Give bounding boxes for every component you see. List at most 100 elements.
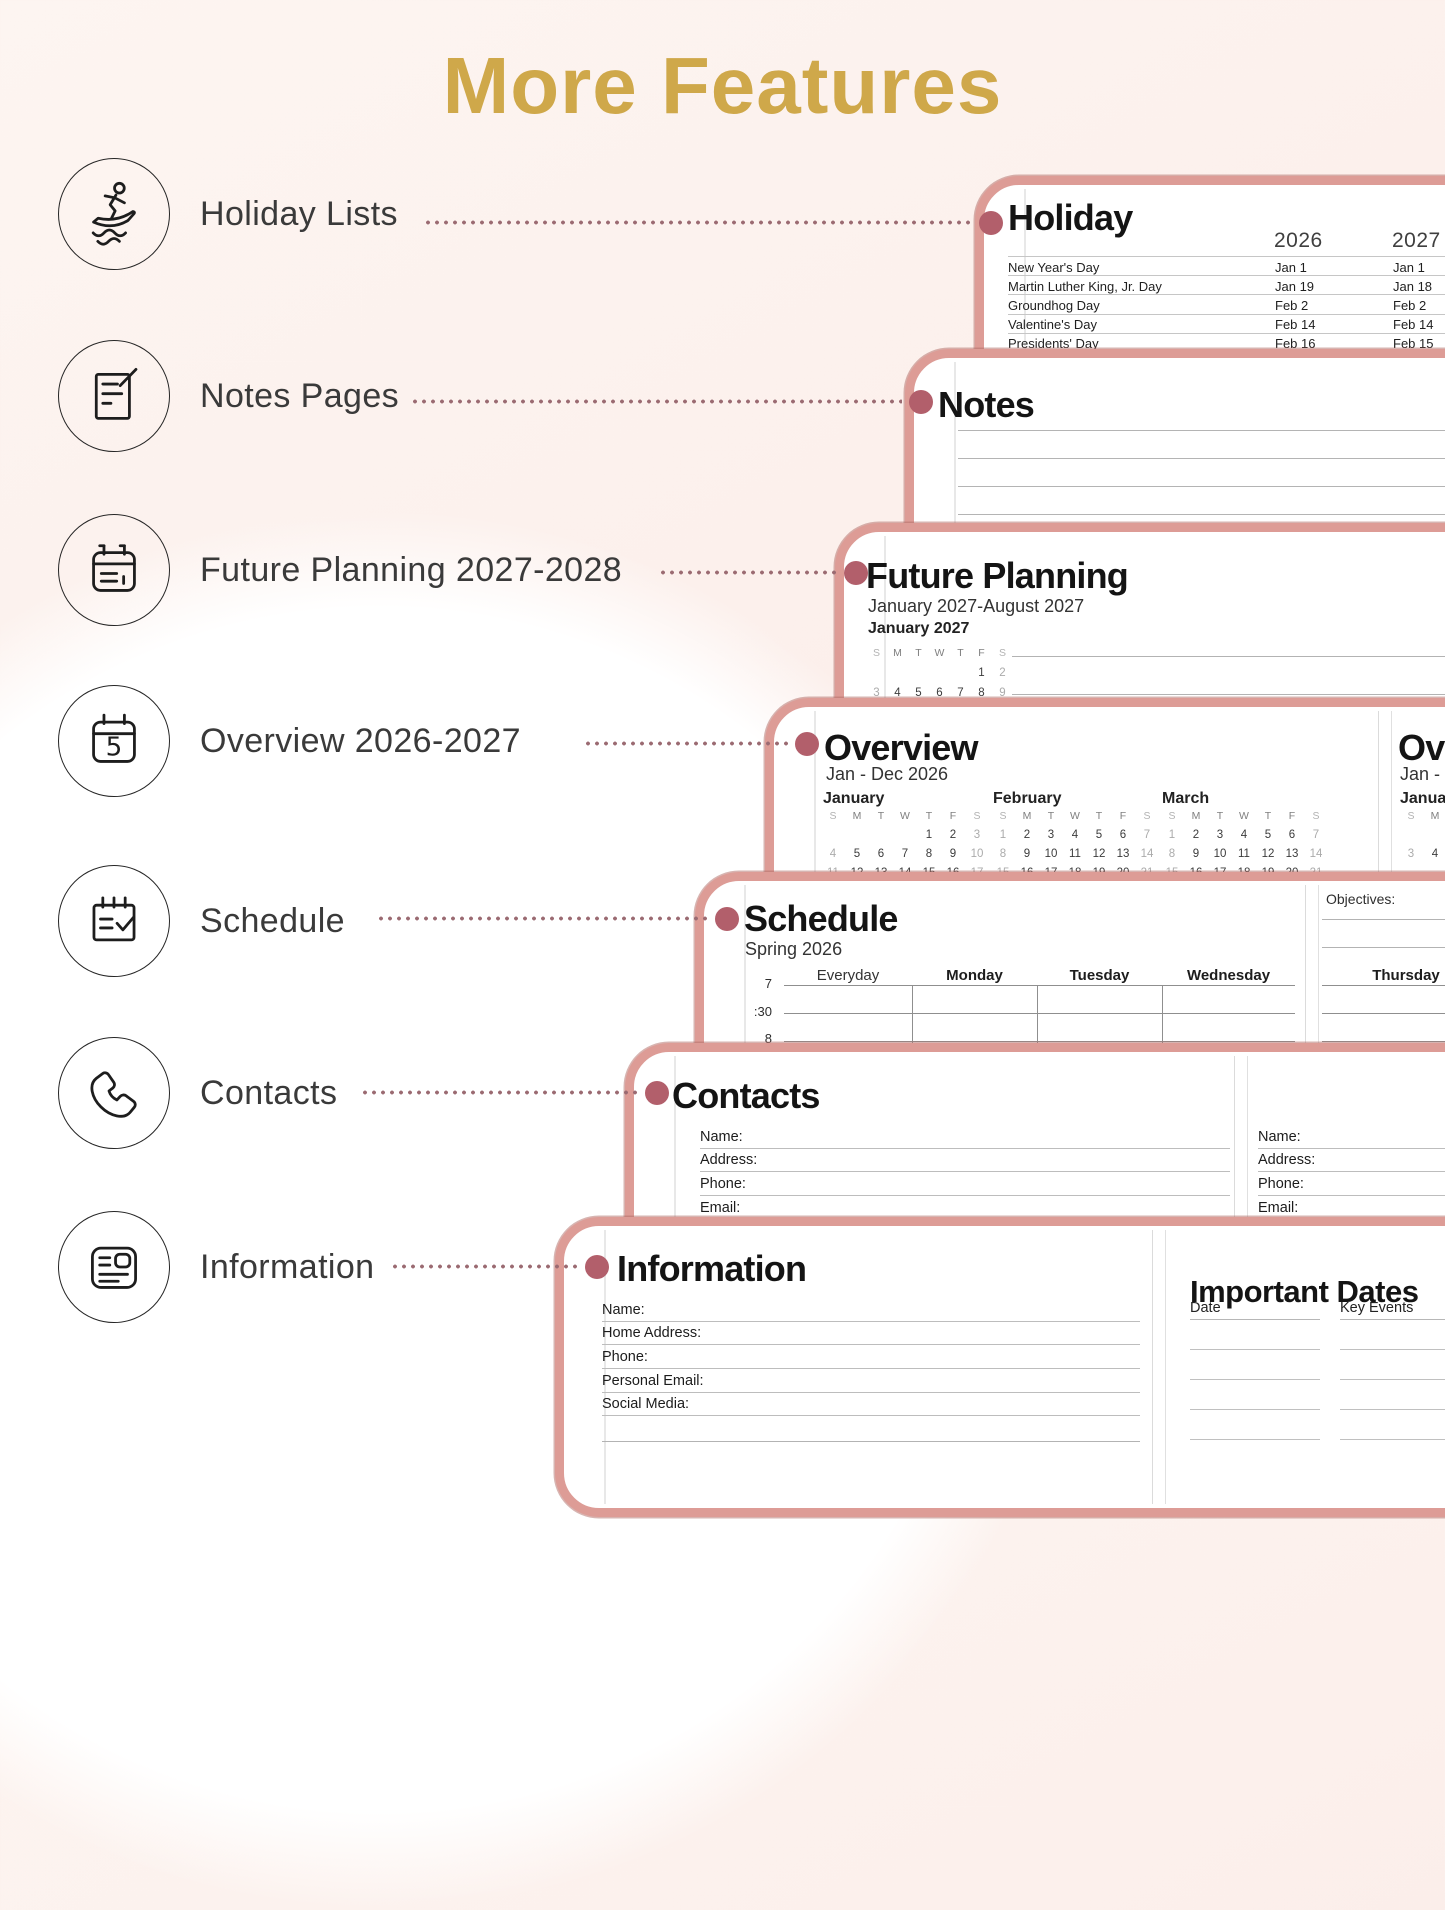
holiday-date-cell: Jan 19 xyxy=(1275,275,1393,294)
field-row: Personal Email: xyxy=(602,1369,1140,1393)
ruled-line xyxy=(1322,919,1445,920)
page-edge xyxy=(954,362,956,616)
day-cell xyxy=(908,667,929,687)
key-events-column-header: Key Events xyxy=(1340,1300,1445,1320)
future-planning-month: January 2027 xyxy=(868,620,970,637)
field-label: Name: xyxy=(1258,1128,1301,1145)
day-cell: 11 xyxy=(1238,848,1250,860)
important-dates-events-column: Key Events xyxy=(1340,1300,1445,1446)
day-cell: 1 xyxy=(978,667,985,679)
holiday-year-2026: 2026 xyxy=(1274,229,1323,252)
holiday-name-cell: Presidents' Day xyxy=(1008,332,1275,352)
field-row: Phone: xyxy=(602,1345,1140,1370)
day-cell: 7 xyxy=(1143,829,1151,841)
feature-label: Notes Pages xyxy=(200,376,400,415)
schedule-col-thursday: Thursday xyxy=(1372,967,1440,984)
holiday-date-cell: Jan 18 xyxy=(1393,275,1445,294)
day-cell: 6 xyxy=(877,848,885,860)
overview-month-february: February xyxy=(993,790,1062,807)
dow-cell: F xyxy=(978,647,985,659)
overview-right-range: Jan - Dec 2027 xyxy=(1400,764,1445,784)
day-cell: 5 xyxy=(1264,829,1272,841)
dow-cell: S xyxy=(1143,810,1151,822)
dow-cell: S xyxy=(872,647,880,659)
dow-cell: W xyxy=(1070,810,1080,822)
connector-line-contacts xyxy=(362,1090,640,1095)
connector-dot-holiday xyxy=(979,211,1003,235)
day-cell: 5 xyxy=(853,848,861,860)
feature-contacts: Contacts xyxy=(58,1037,337,1149)
schedule-time-8: 8 xyxy=(764,1031,772,1046)
day-cell: 9 xyxy=(1192,848,1200,860)
day-cell: 11 xyxy=(1069,848,1081,860)
day-cell: 3 xyxy=(1047,829,1055,841)
day-cell: 6 xyxy=(1119,829,1127,841)
dow-cell: S xyxy=(1407,810,1415,822)
day-cell: 13 xyxy=(1285,848,1299,860)
dow-cell: M xyxy=(893,647,902,659)
dow-cell: F xyxy=(1119,810,1127,822)
calendar-5-icon: 5 xyxy=(58,685,170,797)
feature-label: Future Planning 2027-2028 xyxy=(200,550,623,589)
overview-month-january: January xyxy=(823,790,885,807)
holiday-date-cell: Feb 2 xyxy=(1393,294,1445,313)
day-cell: 9 xyxy=(999,687,1006,699)
schedule-title: Schedule xyxy=(744,898,898,939)
day-cell: 8 xyxy=(925,848,933,860)
connector-line-holiday xyxy=(425,220,970,225)
schedule-grid-line xyxy=(784,985,1295,986)
dow-cell: F xyxy=(1288,810,1296,822)
day-cell: 4 xyxy=(1431,848,1439,860)
connector-line-future-planning xyxy=(660,570,840,575)
field-row: Address: xyxy=(700,1149,1230,1173)
dow-cell: T xyxy=(915,647,922,659)
schedule-grid-line xyxy=(1322,1013,1445,1014)
schedule-grid-line xyxy=(1322,985,1445,986)
holiday-name-cell: Valentine's Day xyxy=(1008,313,1275,333)
field-row: Phone: xyxy=(1258,1172,1445,1197)
page-title: More Features xyxy=(442,41,1003,130)
dow-cell: W xyxy=(1239,810,1249,822)
dow-cell: T xyxy=(1047,810,1055,822)
dow-cell: S xyxy=(829,810,837,822)
day-cell: 4 xyxy=(894,687,901,699)
dow-cell: M xyxy=(1191,810,1201,822)
dow-cell: M xyxy=(852,810,862,822)
day-cell xyxy=(1423,829,1445,848)
connector-line-schedule xyxy=(378,916,710,921)
day-cell xyxy=(845,829,869,848)
date-column-lines xyxy=(1190,1320,1320,1446)
connector-line-overview xyxy=(585,741,791,746)
day-cell: 2 xyxy=(999,667,1006,679)
page-edge xyxy=(744,885,746,1139)
field-row: Name: xyxy=(1258,1125,1445,1149)
feature-holiday-lists: Holiday Lists xyxy=(58,158,398,270)
holiday-date-cell: Jan 1 xyxy=(1275,256,1393,275)
holiday-date-cell: Feb 14 xyxy=(1393,313,1445,333)
day-cell: 6 xyxy=(1288,829,1296,841)
page-edge xyxy=(1024,189,1026,443)
field-label: Address: xyxy=(1258,1152,1316,1169)
connector-dot-future-planning xyxy=(844,561,868,585)
feature-label: Contacts xyxy=(200,1073,338,1112)
information-fields: Name: Home Address: Phone: Personal Email: S… xyxy=(602,1298,1140,1417)
day-cell: 4 xyxy=(829,848,837,860)
connector-line-notes xyxy=(412,399,902,404)
day-cell: 7 xyxy=(901,848,909,860)
day-cell: 3 xyxy=(1216,829,1224,841)
day-cell: 9 xyxy=(949,848,957,860)
dow-cell: S xyxy=(1168,810,1176,822)
day-cell: 5 xyxy=(915,687,922,699)
field-label: Personal Email: xyxy=(602,1372,704,1389)
date-column-header: Date xyxy=(1190,1300,1320,1320)
ruled-line xyxy=(1322,947,1445,948)
svg-text:5: 5 xyxy=(106,733,123,763)
schedule-col-monday: Monday xyxy=(946,967,1003,984)
day-cell: 13 xyxy=(1116,848,1130,860)
day-cell: 9 xyxy=(1023,848,1031,860)
future-planning-range: January 2027-August 2027 xyxy=(868,596,1085,616)
holiday-table: New Year's Day Jan 1 Jan 1 Martin Luther Ki… xyxy=(1008,256,1445,352)
field-label: Phone: xyxy=(700,1175,746,1192)
ruled-line xyxy=(602,1441,1140,1442)
feature-notes-pages: Notes Pages xyxy=(58,340,399,452)
